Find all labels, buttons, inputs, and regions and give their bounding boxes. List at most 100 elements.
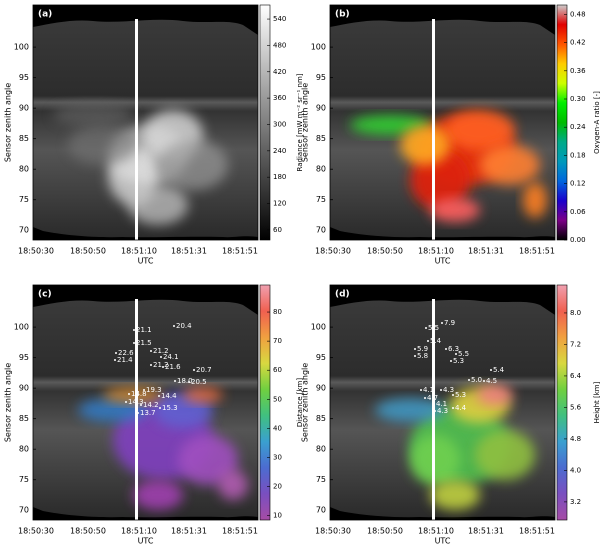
cloud-blob bbox=[475, 430, 535, 480]
annotation: 4.1 bbox=[423, 386, 434, 394]
cloud-blob bbox=[218, 470, 248, 500]
colorbar-tick-label: 420 bbox=[273, 68, 286, 76]
cloud-blob bbox=[445, 110, 515, 150]
y-tick-label: 80 bbox=[316, 165, 326, 174]
colorbar-tick-label: 0.36 bbox=[570, 67, 586, 75]
cloud-blob bbox=[133, 480, 183, 510]
colorbar-tick-label: 6.4 bbox=[570, 372, 582, 380]
annotation: 20.4 bbox=[176, 322, 192, 330]
annotation-dot bbox=[490, 369, 492, 371]
annotation: 4.3 bbox=[437, 407, 448, 415]
colorbar bbox=[260, 285, 270, 520]
y-tick-label: 100 bbox=[311, 323, 326, 332]
colorbar-tick-label: 0.48 bbox=[570, 10, 586, 18]
y-tick-label: 85 bbox=[19, 414, 29, 423]
annotation-dot bbox=[414, 355, 416, 357]
annotation: 5.3 bbox=[453, 357, 464, 365]
y-tick-label: 90 bbox=[316, 104, 326, 113]
x-tick-label: 18:50:30 bbox=[18, 527, 54, 536]
colorbar-tick-label: 70 bbox=[273, 337, 282, 345]
y-tick-label: 75 bbox=[19, 195, 29, 204]
annotation-dot bbox=[150, 364, 152, 366]
panel-label: (a) bbox=[38, 10, 52, 20]
y-tick-label: 100 bbox=[311, 43, 326, 52]
annotation: 15.3 bbox=[162, 404, 178, 412]
panel-label: (d) bbox=[335, 290, 350, 300]
annotation-dot bbox=[188, 381, 190, 383]
x-tick-label: 18:50:50 bbox=[367, 247, 403, 256]
cloud-blob bbox=[400, 125, 450, 165]
annotation: 5.8 bbox=[417, 352, 428, 360]
annotation-dot bbox=[427, 340, 429, 342]
colorbar-tick-label: 7.2 bbox=[570, 340, 581, 348]
annotation: 20.5 bbox=[191, 378, 207, 386]
annotation-dot bbox=[133, 342, 135, 344]
y-tick-label: 75 bbox=[316, 195, 326, 204]
colorbar-tick-label: 0.12 bbox=[570, 180, 586, 188]
annotation-dot bbox=[483, 380, 485, 382]
annotation: 24.1 bbox=[163, 353, 179, 361]
annotation-dot bbox=[159, 407, 161, 409]
panel-label: (b) bbox=[335, 10, 350, 20]
annotation-dot bbox=[158, 395, 160, 397]
colorbar-tick-label: 180 bbox=[273, 173, 286, 181]
y-tick-label: 70 bbox=[19, 506, 29, 515]
y-tick-label: 95 bbox=[19, 353, 29, 362]
y-tick-label: 85 bbox=[316, 414, 326, 423]
y-tick-label: 90 bbox=[316, 384, 326, 393]
x-axis-label: UTC bbox=[138, 537, 154, 546]
colorbar-tick-label: 4.8 bbox=[570, 435, 581, 443]
x-tick-label: 18:51:51 bbox=[519, 527, 555, 536]
x-tick-label: 18:51:10 bbox=[418, 247, 454, 256]
annotation-dot bbox=[455, 353, 457, 355]
colorbar-tick-label: 60 bbox=[273, 366, 282, 374]
annotation-dot bbox=[137, 412, 139, 414]
y-tick-label: 80 bbox=[19, 445, 29, 454]
image bbox=[330, 5, 555, 240]
y-tick-label: 80 bbox=[19, 165, 29, 174]
x-tick-label: 18:50:30 bbox=[315, 527, 351, 536]
x-tick-label: 18:51:51 bbox=[222, 527, 258, 536]
annotation-dot bbox=[133, 329, 135, 331]
colorbar-tick-label: 60 bbox=[273, 226, 282, 234]
cloud-blob bbox=[158, 140, 228, 190]
annotation: 21.6 bbox=[165, 363, 181, 371]
data-gap bbox=[135, 19, 138, 240]
annotation-dot bbox=[174, 380, 176, 382]
x-tick-label: 18:50:30 bbox=[18, 247, 54, 256]
annotation-dot bbox=[425, 327, 427, 329]
y-axis-label: Sensor zenith angle bbox=[4, 83, 13, 162]
annotation: 14.8 bbox=[131, 390, 147, 398]
colorbar-tick-label: 4.0 bbox=[570, 466, 581, 474]
annotation-dot bbox=[114, 359, 116, 361]
y-tick-label: 75 bbox=[19, 475, 29, 484]
cloud-blob bbox=[68, 125, 138, 165]
y-tick-label: 85 bbox=[316, 134, 326, 143]
y-tick-label: 70 bbox=[316, 226, 326, 235]
panel-label: (c) bbox=[38, 290, 52, 300]
annotation: 21.5 bbox=[136, 339, 152, 347]
colorbar-tick-label: 40 bbox=[273, 424, 282, 432]
colorbar-tick-label: 20 bbox=[273, 483, 282, 491]
annotation-dot bbox=[414, 348, 416, 350]
cloud-blob bbox=[430, 198, 480, 222]
x-tick-label: 18:51:31 bbox=[171, 527, 207, 536]
x-tick-label: 18:51:10 bbox=[121, 247, 157, 256]
annotation-dot bbox=[125, 401, 127, 403]
colorbar-tick-label: 0.18 bbox=[570, 151, 586, 159]
x-tick-label: 18:50:50 bbox=[367, 527, 403, 536]
annotation-dot bbox=[193, 369, 195, 371]
colorbar-tick-label: 540 bbox=[273, 15, 286, 23]
y-tick-label: 90 bbox=[19, 384, 29, 393]
cloud-blob bbox=[477, 385, 513, 405]
y-tick-label: 100 bbox=[14, 323, 29, 332]
y-axis-label: Sensor zenith angle bbox=[301, 363, 310, 442]
colorbar-tick-label: 300 bbox=[273, 120, 286, 128]
annotation: 19.3 bbox=[146, 386, 162, 394]
colorbar-tick-label: 0.24 bbox=[570, 123, 586, 131]
x-tick-label: 18:51:51 bbox=[519, 247, 555, 256]
colorbar-tick-label: 0.00 bbox=[570, 236, 586, 244]
y-tick-label: 100 bbox=[14, 43, 29, 52]
